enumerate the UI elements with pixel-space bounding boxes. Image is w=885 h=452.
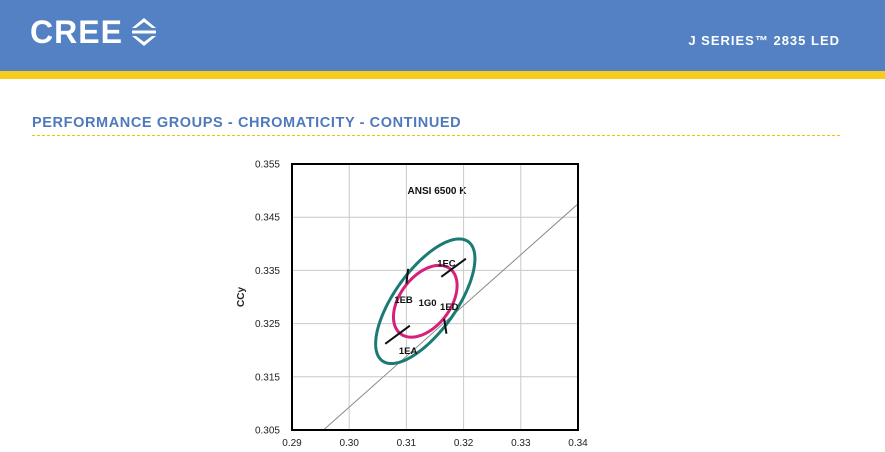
y-axis-title: CCy xyxy=(236,287,247,307)
x-tick-label: 0.32 xyxy=(454,438,474,449)
bin-label: 1EA xyxy=(399,346,418,357)
bin-label: 1EB xyxy=(394,295,413,306)
bin-label: 1G0 xyxy=(419,298,437,309)
x-tick-label: 0.34 xyxy=(568,438,588,449)
chart-title: ANSI 6500 K xyxy=(408,186,468,197)
logo-wordmark: CREE xyxy=(30,14,123,50)
y-tick-label: 0.355 xyxy=(255,160,280,171)
section-divider xyxy=(32,135,840,136)
x-tick-label: 0.33 xyxy=(511,438,531,449)
plot-frame xyxy=(291,163,579,431)
header-band xyxy=(0,0,885,71)
bin-divider-line xyxy=(384,324,411,345)
bin-divider-line xyxy=(440,257,467,278)
section-title: PERFORMANCE GROUPS - CHROMATICITY - CONT… xyxy=(32,115,462,131)
inner-ellipse xyxy=(391,263,459,339)
outer-ellipse xyxy=(374,237,477,366)
y-tick-label: 0.345 xyxy=(255,213,280,224)
y-tick-label: 0.325 xyxy=(255,319,280,330)
bin-divider-line xyxy=(443,318,448,334)
x-tick-label: 0.29 xyxy=(282,438,302,449)
bin-label: 1ED xyxy=(440,302,459,313)
product-title: J SERIES™ 2835 LED xyxy=(688,33,840,48)
y-tick-label: 0.305 xyxy=(255,426,280,437)
x-tick-label: 0.30 xyxy=(339,438,359,449)
header-accent-stripe xyxy=(0,71,885,79)
y-tick-label: 0.335 xyxy=(255,266,280,277)
bin-label: 1EC xyxy=(437,259,456,270)
x-tick-label: 0.31 xyxy=(397,438,417,449)
bin-divider-line xyxy=(405,268,410,284)
y-tick-label: 0.315 xyxy=(255,372,280,383)
cree-chevrons-icon xyxy=(131,18,156,46)
cree-logo: CREE xyxy=(30,14,159,50)
